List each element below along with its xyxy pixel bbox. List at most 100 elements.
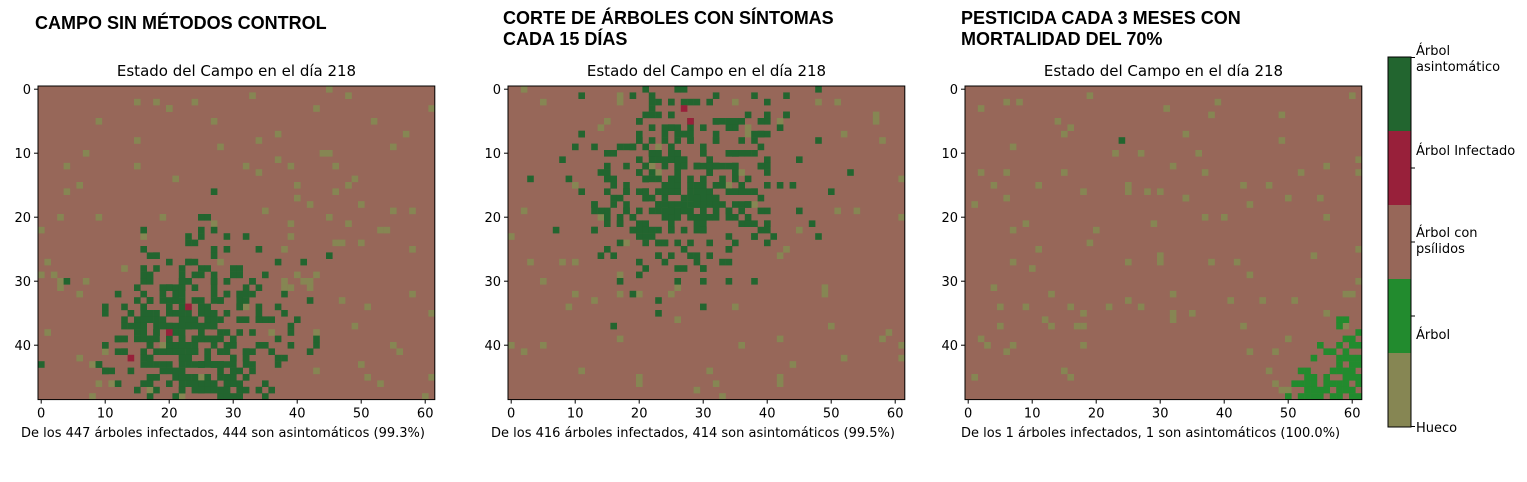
cell-asintomatico [159, 316, 167, 323]
cell-asintomatico [262, 342, 269, 349]
cell-hueco [1041, 316, 1049, 323]
cell-asintomatico [172, 367, 179, 375]
x-tick-label: 10 [1024, 407, 1041, 422]
colorbar-segment [1388, 353, 1411, 427]
cell-hueco [1342, 290, 1350, 298]
cell-asintomatico [680, 156, 688, 163]
cell-asintomatico [706, 162, 713, 170]
cell-hueco [706, 367, 713, 375]
cell-hueco [977, 169, 985, 176]
y-tick-label: 10 [14, 147, 31, 162]
cell-hueco [1003, 194, 1010, 202]
cell-asintomatico [236, 393, 243, 400]
cell-hueco [789, 361, 797, 368]
cell-asintomatico [159, 284, 167, 291]
cell-asintomatico [140, 246, 147, 253]
cell-asintomatico [648, 156, 656, 163]
cell-asintomatico [140, 361, 147, 368]
cell-asintomatico [655, 226, 662, 234]
cell-hueco [636, 380, 643, 387]
cell-asintomatico [146, 393, 154, 400]
cell-asintomatico [185, 354, 192, 362]
cell-hueco [1009, 143, 1017, 151]
cell-asintomatico [700, 303, 707, 311]
cell-hueco [409, 207, 416, 215]
cell-asintomatico [648, 124, 656, 131]
cell-asintomatico [693, 162, 701, 170]
chart-title-3: Estado del Campo en el día 218 [1043, 62, 1284, 80]
cell-asintomatico [172, 284, 179, 291]
cell-asintomatico [210, 297, 218, 304]
cell-hueco [885, 329, 893, 336]
cell-hueco [1061, 130, 1068, 138]
cell-arbol [1323, 348, 1330, 355]
cell-hueco [1272, 380, 1279, 387]
cell-asintomatico [249, 329, 256, 336]
cell-asintomatico [217, 361, 224, 368]
cell-asintomatico [783, 111, 790, 119]
cell-asintomatico [172, 329, 179, 336]
cell-hueco [674, 284, 681, 291]
cell-arbol [1342, 316, 1350, 323]
cell-asintomatico [178, 367, 186, 375]
cell-asintomatico [178, 310, 186, 317]
cell-asintomatico [764, 226, 771, 234]
cell-asintomatico [140, 271, 147, 279]
cell-hueco [1080, 310, 1087, 317]
cell-hueco [879, 335, 886, 343]
cell-asintomatico [121, 348, 128, 355]
cell-asintomatico [198, 380, 205, 387]
cell-asintomatico [217, 386, 224, 394]
cell-asintomatico [140, 380, 147, 387]
cell-hueco [1048, 290, 1055, 298]
cell-asintomatico [661, 156, 669, 163]
cell-asintomatico [629, 214, 637, 221]
cell-asintomatico [751, 130, 758, 138]
x-tick-label: 30 [1152, 407, 1169, 422]
cell-asintomatico [249, 290, 256, 298]
cell-asintomatico [674, 137, 681, 144]
x-tick-label: 0 [507, 407, 515, 422]
cell-hueco [294, 271, 301, 279]
heading-corte-arboles: CORTE DE ÁRBOLES CON SÍNTOMAS CADA 15 DÍ… [503, 8, 834, 49]
cell-asintomatico [242, 386, 250, 394]
cell-asintomatico [153, 374, 160, 381]
cell-asintomatico [121, 303, 128, 311]
cell-hueco [1189, 310, 1196, 317]
cell-asintomatico [114, 290, 122, 298]
cell-asintomatico [687, 130, 694, 138]
cell-hueco [1125, 258, 1132, 266]
cell-asintomatico [687, 175, 694, 183]
cell-asintomatico [629, 92, 637, 99]
cell-asintomatico [204, 310, 211, 317]
cell-asintomatico [236, 271, 243, 279]
cell-asintomatico [287, 342, 295, 349]
cell-asintomatico [140, 310, 147, 317]
x-tick-label: 20 [161, 407, 178, 422]
cell-asintomatico [687, 194, 694, 202]
cell-asintomatico [134, 284, 141, 291]
cell-asintomatico [191, 374, 199, 381]
cell-hueco [540, 342, 547, 349]
cell-hueco [351, 322, 359, 330]
cell-asintomatico [102, 310, 109, 317]
cell-asintomatico [223, 374, 231, 381]
cell-hueco [1182, 194, 1190, 202]
cell-asintomatico [693, 252, 701, 259]
cell-hueco [313, 329, 320, 336]
cell-asintomatico [166, 284, 173, 291]
cell-asintomatico [223, 233, 231, 240]
cell-arbol [1336, 322, 1343, 330]
cell-hueco [332, 162, 339, 170]
cell-asintomatico [102, 342, 109, 349]
cell-asintomatico [642, 188, 649, 195]
cell-asintomatico [604, 220, 611, 227]
cell-hueco [1278, 111, 1286, 119]
cell-asintomatico [578, 188, 585, 195]
cell-asintomatico [604, 169, 611, 176]
cell-asintomatico [217, 367, 224, 375]
cell-asintomatico [648, 169, 656, 176]
cell-asintomatico [623, 201, 630, 208]
cell-asintomatico [552, 226, 560, 234]
cell-hueco [287, 220, 295, 227]
